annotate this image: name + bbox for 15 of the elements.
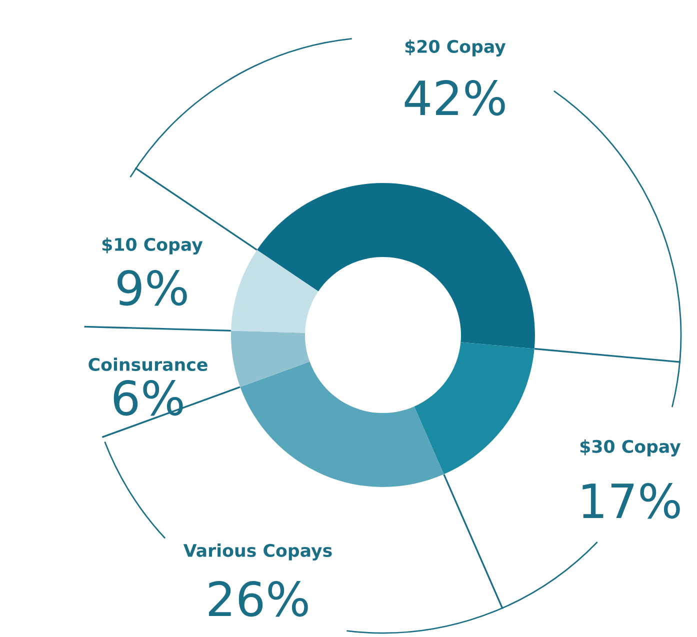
- slice-label: $10 Copay: [102, 238, 203, 254]
- donut-slice: [231, 330, 310, 387]
- data-label: 26%: [208, 580, 308, 617]
- donut-slice: [231, 250, 318, 333]
- donut-slice: [414, 342, 534, 474]
- slice-label: Coinsurance: [88, 358, 208, 372]
- donut-slice: [256, 183, 535, 349]
- donut-slice: [240, 362, 444, 487]
- slice-label: $30 Copay: [580, 440, 681, 456]
- slice-label: $20 Copay: [405, 40, 506, 56]
- data-label: 17%: [582, 482, 680, 519]
- data-label: 6%: [114, 380, 183, 416]
- data-label: 42%: [404, 80, 505, 116]
- data-label: 9%: [118, 270, 187, 306]
- slice-label: Various Copays: [183, 544, 332, 560]
